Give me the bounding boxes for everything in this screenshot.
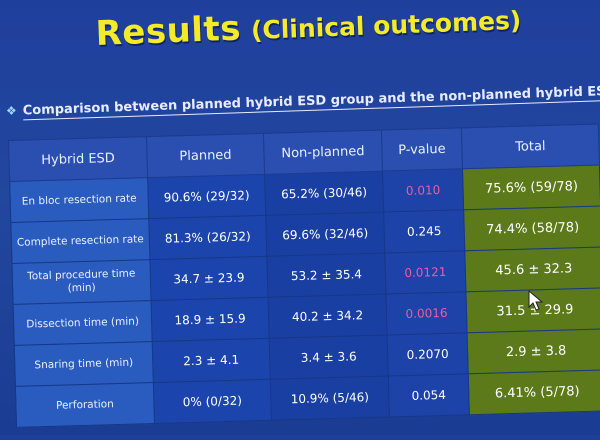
cell-non-planned: 3.4 ± 3.6	[269, 334, 389, 380]
cell-non-planned: 53.2 ± 35.4	[266, 253, 386, 298]
cell-p-value: 0.054	[388, 373, 470, 417]
cell-total: 2.9 ± 3.8	[467, 328, 600, 374]
header-non-planned: Non-planned	[263, 130, 383, 175]
results-table: Hybrid ESD Planned Non-planned P-value T…	[8, 123, 600, 428]
cell-p-value: 0.010	[382, 168, 464, 213]
mouse-pointer-icon	[528, 290, 544, 311]
header-p-value: P-value	[381, 127, 463, 172]
cell-planned: 90.6% (29/32)	[147, 174, 266, 219]
cell-total: 74.4% (58/78)	[463, 205, 600, 251]
row-label: En bloc resection rate	[9, 177, 149, 223]
cell-planned: 0% (0/32)	[153, 379, 272, 424]
row-label: Snaring time (min)	[14, 341, 154, 387]
diamond-bullet-icon: ❖	[5, 103, 17, 118]
cell-p-value: 0.0121	[384, 250, 466, 295]
results-table-container: Hybrid ESD Planned Non-planned P-value T…	[8, 123, 600, 440]
header-planned: Planned	[146, 133, 265, 178]
cell-p-value: 0.0016	[385, 291, 468, 335]
slide-title: Results (Clinical outcomes)	[95, 0, 597, 70]
cell-total: 75.6% (59/78)	[462, 164, 600, 210]
cell-planned: 81.3% (26/32)	[148, 215, 267, 260]
cell-planned: 18.9 ± 15.9	[151, 297, 270, 342]
title-sub: (Clinical outcomes)	[250, 5, 522, 46]
row-label: Perforation	[15, 382, 155, 428]
cell-non-planned: 40.2 ± 34.2	[267, 294, 388, 339]
row-label: Complete resection rate	[10, 218, 150, 264]
cell-p-value: 0.2070	[387, 332, 469, 376]
row-label: Dissection time (min)	[13, 300, 153, 346]
cell-non-planned: 69.6% (32/46)	[265, 212, 385, 257]
header-hybrid-esd: Hybrid ESD	[8, 136, 148, 182]
cell-total: 45.6 ± 32.3	[464, 246, 600, 292]
header-total: Total	[461, 124, 600, 169]
cell-non-planned: 65.2% (30/46)	[264, 171, 384, 216]
row-label: Total procedure time (min)	[11, 259, 152, 305]
cell-total: 6.41% (5/78)	[468, 369, 600, 415]
cell-non-planned: 10.9% (5/46)	[270, 375, 390, 421]
title-main: Results	[94, 8, 242, 54]
cell-p-value: 0.245	[383, 209, 465, 254]
subtitle-text: Comparison between planned hybrid ESD gr…	[22, 82, 600, 121]
cell-planned: 34.7 ± 23.9	[149, 256, 268, 301]
cell-planned: 2.3 ± 4.1	[152, 338, 271, 383]
slide-subtitle: ❖ Comparison between planned hybrid ESD g…	[5, 82, 600, 121]
